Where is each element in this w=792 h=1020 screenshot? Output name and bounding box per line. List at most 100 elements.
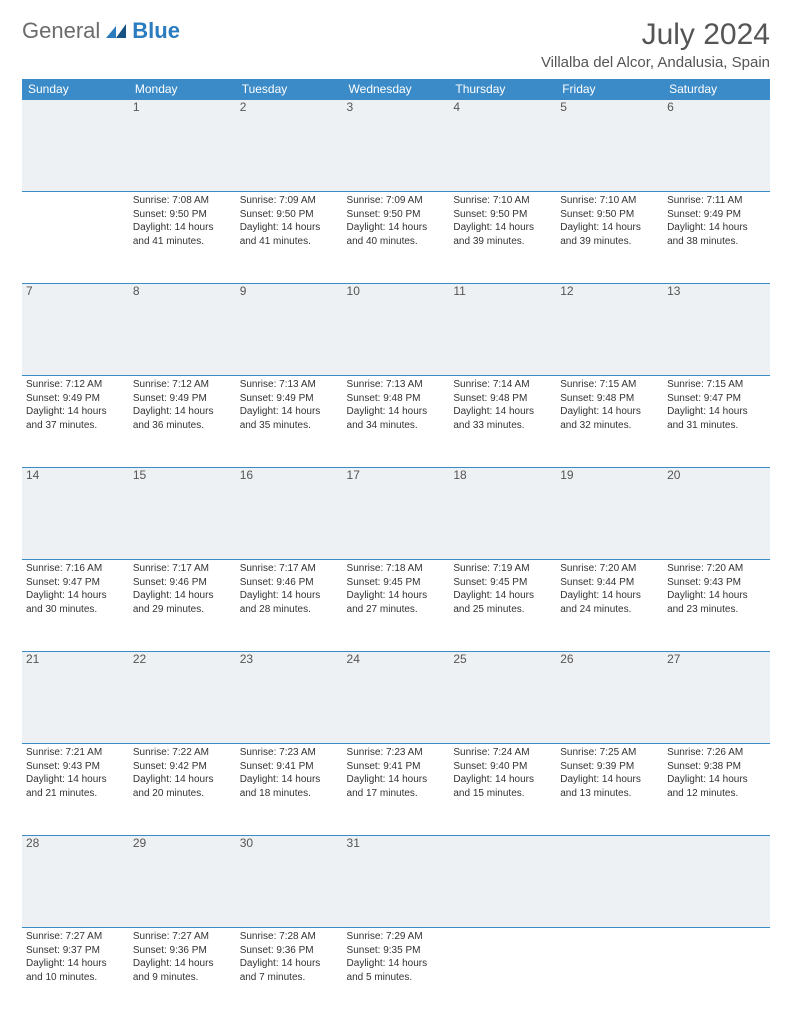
day-cell: Sunrise: 7:18 AMSunset: 9:45 PMDaylight:… <box>343 560 450 652</box>
day-cell: Sunrise: 7:21 AMSunset: 9:43 PMDaylight:… <box>22 744 129 836</box>
logo-icon <box>106 18 128 44</box>
day-cell: Sunrise: 7:27 AMSunset: 9:37 PMDaylight:… <box>22 928 129 1020</box>
daylight-line: Daylight: 14 hours and 36 minutes. <box>133 405 232 432</box>
day-content-row: Sunrise: 7:12 AMSunset: 9:49 PMDaylight:… <box>22 376 770 468</box>
day-cell-text: Sunrise: 7:23 AMSunset: 9:41 PMDaylight:… <box>347 744 446 800</box>
day-cell: Sunrise: 7:11 AMSunset: 9:49 PMDaylight:… <box>663 192 770 284</box>
daylight-line: Daylight: 14 hours and 21 minutes. <box>26 773 125 800</box>
day-cell: Sunrise: 7:20 AMSunset: 9:43 PMDaylight:… <box>663 560 770 652</box>
day-number: 30 <box>236 836 343 928</box>
sunrise-line: Sunrise: 7:27 AM <box>133 930 232 944</box>
day-cell: Sunrise: 7:14 AMSunset: 9:48 PMDaylight:… <box>449 376 556 468</box>
day-number: 1 <box>129 100 236 192</box>
day-cell-text: Sunrise: 7:17 AMSunset: 9:46 PMDaylight:… <box>133 560 232 616</box>
day-cell-text: Sunrise: 7:24 AMSunset: 9:40 PMDaylight:… <box>453 744 552 800</box>
day-number: 2 <box>236 100 343 192</box>
sunset-line: Sunset: 9:37 PM <box>26 944 125 958</box>
day-cell <box>556 928 663 1020</box>
day-number: 22 <box>129 652 236 744</box>
sunset-line: Sunset: 9:45 PM <box>347 576 446 590</box>
sunrise-line: Sunrise: 7:17 AM <box>240 562 339 576</box>
day-cell-text: Sunrise: 7:14 AMSunset: 9:48 PMDaylight:… <box>453 376 552 432</box>
sunrise-line: Sunrise: 7:18 AM <box>347 562 446 576</box>
sunrise-line: Sunrise: 7:08 AM <box>133 194 232 208</box>
day-cell-text: Sunrise: 7:09 AMSunset: 9:50 PMDaylight:… <box>240 192 339 248</box>
sunset-line: Sunset: 9:40 PM <box>453 760 552 774</box>
daylight-line: Daylight: 14 hours and 34 minutes. <box>347 405 446 432</box>
sunset-line: Sunset: 9:48 PM <box>453 392 552 406</box>
sunrise-line: Sunrise: 7:09 AM <box>347 194 446 208</box>
day-number: 29 <box>129 836 236 928</box>
day-number: 27 <box>663 652 770 744</box>
weekday-header: Friday <box>556 79 663 100</box>
day-number: 8 <box>129 284 236 376</box>
day-cell: Sunrise: 7:13 AMSunset: 9:49 PMDaylight:… <box>236 376 343 468</box>
daylight-line: Daylight: 14 hours and 40 minutes. <box>347 221 446 248</box>
sunrise-line: Sunrise: 7:11 AM <box>667 194 766 208</box>
day-cell: Sunrise: 7:22 AMSunset: 9:42 PMDaylight:… <box>129 744 236 836</box>
sunrise-line: Sunrise: 7:28 AM <box>240 930 339 944</box>
sunrise-line: Sunrise: 7:22 AM <box>133 746 232 760</box>
day-number: 18 <box>449 468 556 560</box>
calendar-body: 123456Sunrise: 7:08 AMSunset: 9:50 PMDay… <box>22 100 770 1020</box>
sunrise-line: Sunrise: 7:26 AM <box>667 746 766 760</box>
sunset-line: Sunset: 9:43 PM <box>667 576 766 590</box>
sunrise-line: Sunrise: 7:23 AM <box>347 746 446 760</box>
day-cell <box>449 928 556 1020</box>
weekday-header: Wednesday <box>343 79 450 100</box>
day-cell: Sunrise: 7:27 AMSunset: 9:36 PMDaylight:… <box>129 928 236 1020</box>
day-cell-text: Sunrise: 7:12 AMSunset: 9:49 PMDaylight:… <box>133 376 232 432</box>
sunset-line: Sunset: 9:44 PM <box>560 576 659 590</box>
sunrise-line: Sunrise: 7:10 AM <box>453 194 552 208</box>
daylight-line: Daylight: 14 hours and 39 minutes. <box>453 221 552 248</box>
daynum-row: 78910111213 <box>22 284 770 376</box>
day-cell-text: Sunrise: 7:27 AMSunset: 9:36 PMDaylight:… <box>133 928 232 984</box>
day-cell-text: Sunrise: 7:10 AMSunset: 9:50 PMDaylight:… <box>560 192 659 248</box>
day-cell: Sunrise: 7:08 AMSunset: 9:50 PMDaylight:… <box>129 192 236 284</box>
daylight-line: Daylight: 14 hours and 41 minutes. <box>133 221 232 248</box>
sunset-line: Sunset: 9:49 PM <box>667 208 766 222</box>
daylight-line: Daylight: 14 hours and 20 minutes. <box>133 773 232 800</box>
day-number: 15 <box>129 468 236 560</box>
day-cell: Sunrise: 7:17 AMSunset: 9:46 PMDaylight:… <box>236 560 343 652</box>
day-number: 13 <box>663 284 770 376</box>
day-cell <box>22 192 129 284</box>
day-cell: Sunrise: 7:29 AMSunset: 9:35 PMDaylight:… <box>343 928 450 1020</box>
daylight-line: Daylight: 14 hours and 39 minutes. <box>560 221 659 248</box>
day-cell: Sunrise: 7:24 AMSunset: 9:40 PMDaylight:… <box>449 744 556 836</box>
day-cell-text: Sunrise: 7:10 AMSunset: 9:50 PMDaylight:… <box>453 192 552 248</box>
sunset-line: Sunset: 9:35 PM <box>347 944 446 958</box>
day-content-row: Sunrise: 7:08 AMSunset: 9:50 PMDaylight:… <box>22 192 770 284</box>
sunset-line: Sunset: 9:47 PM <box>26 576 125 590</box>
day-cell-text: Sunrise: 7:13 AMSunset: 9:49 PMDaylight:… <box>240 376 339 432</box>
day-content-row: Sunrise: 7:16 AMSunset: 9:47 PMDaylight:… <box>22 560 770 652</box>
day-cell-text: Sunrise: 7:18 AMSunset: 9:45 PMDaylight:… <box>347 560 446 616</box>
day-cell: Sunrise: 7:19 AMSunset: 9:45 PMDaylight:… <box>449 560 556 652</box>
daylight-line: Daylight: 14 hours and 17 minutes. <box>347 773 446 800</box>
sunset-line: Sunset: 9:48 PM <box>347 392 446 406</box>
day-number: 12 <box>556 284 663 376</box>
weekday-header-row: Sunday Monday Tuesday Wednesday Thursday… <box>22 79 770 100</box>
sunset-line: Sunset: 9:43 PM <box>26 760 125 774</box>
day-cell: Sunrise: 7:15 AMSunset: 9:47 PMDaylight:… <box>663 376 770 468</box>
sunrise-line: Sunrise: 7:20 AM <box>560 562 659 576</box>
sunrise-line: Sunrise: 7:15 AM <box>667 378 766 392</box>
daylight-line: Daylight: 14 hours and 15 minutes. <box>453 773 552 800</box>
sunset-line: Sunset: 9:50 PM <box>560 208 659 222</box>
sunset-line: Sunset: 9:38 PM <box>667 760 766 774</box>
sunrise-line: Sunrise: 7:20 AM <box>667 562 766 576</box>
weekday-header: Saturday <box>663 79 770 100</box>
day-cell: Sunrise: 7:12 AMSunset: 9:49 PMDaylight:… <box>22 376 129 468</box>
day-number: 10 <box>343 284 450 376</box>
title-block: July 2024 Villalba del Alcor, Andalusia,… <box>541 18 770 71</box>
day-number: 4 <box>449 100 556 192</box>
day-cell-text: Sunrise: 7:16 AMSunset: 9:47 PMDaylight:… <box>26 560 125 616</box>
sunrise-line: Sunrise: 7:21 AM <box>26 746 125 760</box>
day-cell-text: Sunrise: 7:22 AMSunset: 9:42 PMDaylight:… <box>133 744 232 800</box>
sunset-line: Sunset: 9:46 PM <box>133 576 232 590</box>
day-number: 31 <box>343 836 450 928</box>
weekday-header: Sunday <box>22 79 129 100</box>
sunrise-line: Sunrise: 7:09 AM <box>240 194 339 208</box>
day-content-row: Sunrise: 7:27 AMSunset: 9:37 PMDaylight:… <box>22 928 770 1020</box>
day-cell-text: Sunrise: 7:11 AMSunset: 9:49 PMDaylight:… <box>667 192 766 248</box>
